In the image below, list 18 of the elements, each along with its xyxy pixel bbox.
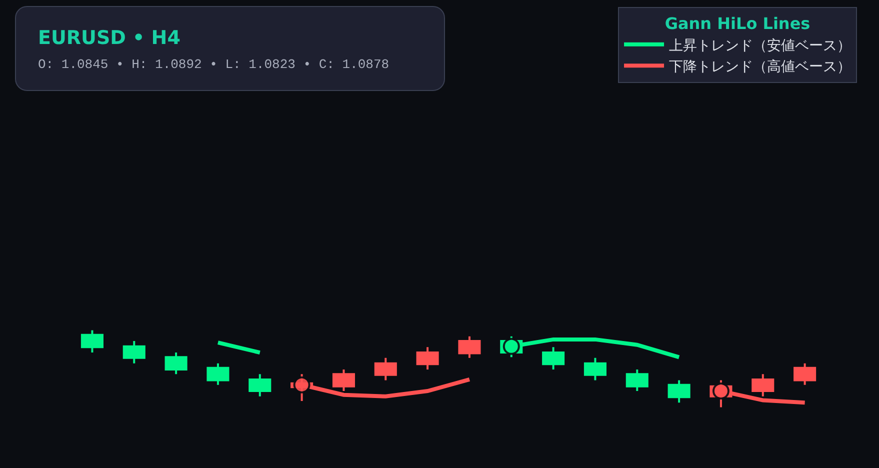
candlestick (542, 346, 565, 370)
legend-label: 下降トレンド（高値ベース） (669, 59, 852, 76)
candlestick (458, 335, 481, 359)
candlestick (416, 346, 439, 370)
candlestick (206, 362, 230, 386)
candlestick (122, 340, 146, 364)
candlestick (668, 379, 690, 404)
candlestick (584, 356, 606, 382)
candlestick (80, 329, 104, 354)
candlestick (626, 368, 648, 392)
candlestick (164, 352, 188, 376)
legend-label: 上昇トレンド（安値ベース） (669, 38, 852, 54)
legend-title: Gann HiLo Lines (664, 14, 810, 33)
candlestick (248, 373, 272, 398)
candlestick (794, 362, 816, 386)
chart-subtitle: O: 1.0845 • H: 1.0892 • L: 1.0823 • C: 1.0878 (38, 57, 390, 72)
chart-title: EURUSD • H4 (38, 27, 182, 49)
candlestick (374, 356, 397, 382)
